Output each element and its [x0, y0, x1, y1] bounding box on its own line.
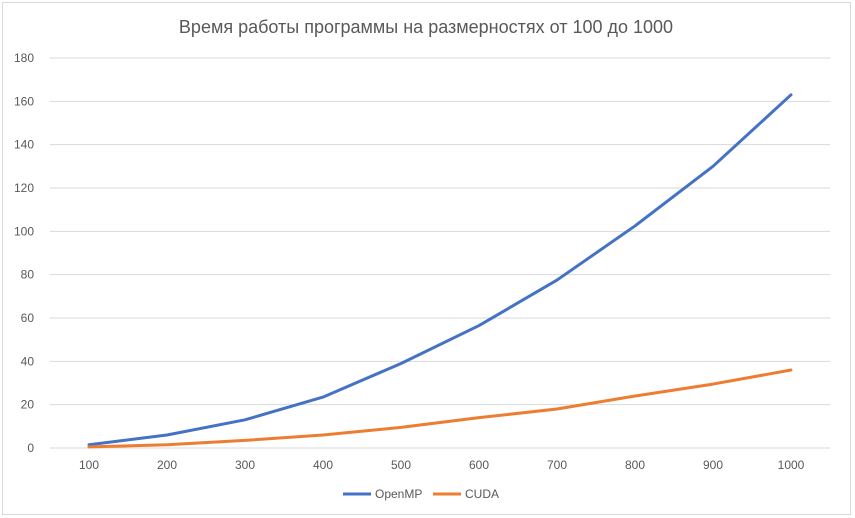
- y-tick-label: 80: [21, 268, 35, 282]
- x-tick-label: 300: [235, 458, 255, 472]
- y-tick-label: 120: [14, 181, 34, 195]
- y-tick-label: 20: [21, 398, 35, 412]
- legend-item-cuda: CUDA: [433, 487, 499, 501]
- x-tick-label: 600: [469, 458, 489, 472]
- y-tick-label: 40: [21, 354, 35, 368]
- gridlines: [50, 57, 830, 449]
- y-axis: 0 20 40 60 80 100 120 140 160 180: [14, 51, 34, 455]
- y-tick-label: 100: [14, 224, 34, 238]
- y-tick-label: 0: [27, 441, 34, 455]
- y-tick-label: 60: [21, 311, 35, 325]
- series-line-openmp: [87, 93, 793, 447]
- legend-label: CUDA: [465, 487, 499, 501]
- legend-item-openmp: OpenMP: [343, 487, 422, 501]
- x-tick-label: 200: [157, 458, 177, 472]
- x-tick-label: 900: [703, 458, 723, 472]
- x-tick-label: 500: [391, 458, 411, 472]
- x-tick-label: 400: [313, 458, 333, 472]
- legend-label: OpenMP: [375, 487, 422, 501]
- x-tick-label: 100: [79, 458, 99, 472]
- series-line-cuda: [87, 368, 793, 449]
- y-tick-label: 160: [14, 94, 34, 108]
- x-axis: 100 200 300 400 500 600 700 800 900 1000: [79, 458, 805, 472]
- x-tick-label: 1000: [778, 458, 805, 472]
- chart-title: Время работы программы на размерностях о…: [179, 17, 673, 37]
- legend: OpenMP CUDA: [343, 487, 499, 501]
- x-tick-label: 700: [547, 458, 567, 472]
- y-tick-label: 140: [14, 138, 34, 152]
- series-lines: [87, 93, 793, 449]
- x-tick-label: 800: [625, 458, 645, 472]
- y-tick-label: 180: [14, 51, 34, 65]
